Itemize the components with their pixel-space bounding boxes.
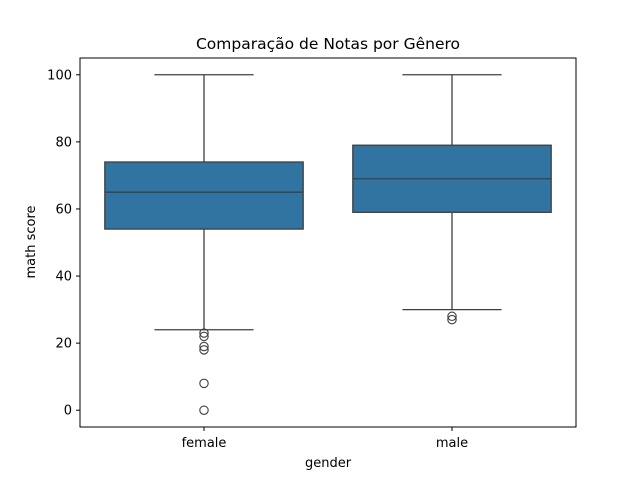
y-tick-label: 40: [55, 270, 72, 285]
outlier-point: [199, 341, 209, 352]
y-axis: 0 20 40 60 80 100: [47, 68, 80, 419]
outlier-point: [447, 314, 457, 325]
y-tick-label: 100: [47, 68, 72, 83]
y-tick-label: 60: [55, 202, 72, 217]
outlier-point: [199, 378, 209, 389]
plot-frame: [79, 57, 577, 428]
outlier-point: [199, 331, 209, 342]
outlier-point: [199, 328, 209, 338]
outlier-point: [199, 405, 209, 415]
x-tick-label: female: [182, 436, 227, 451]
outlier-point: [447, 311, 457, 322]
box-group-male: [352, 74, 552, 325]
outlier-point: [199, 345, 209, 355]
x-tick-label: male: [436, 436, 468, 451]
y-tick-label: 80: [55, 135, 72, 150]
y-axis-label: math score: [24, 205, 39, 278]
x-axis: female male: [182, 427, 468, 451]
box-group-female: [104, 74, 304, 415]
y-tick-label: 20: [55, 337, 72, 352]
chart-title: Comparação de Notas por Gênero: [196, 35, 460, 53]
box-iqr: [104, 161, 304, 230]
plot-area: [104, 74, 552, 415]
x-axis-label: gender: [305, 456, 352, 471]
y-tick-label: 0: [64, 404, 72, 419]
